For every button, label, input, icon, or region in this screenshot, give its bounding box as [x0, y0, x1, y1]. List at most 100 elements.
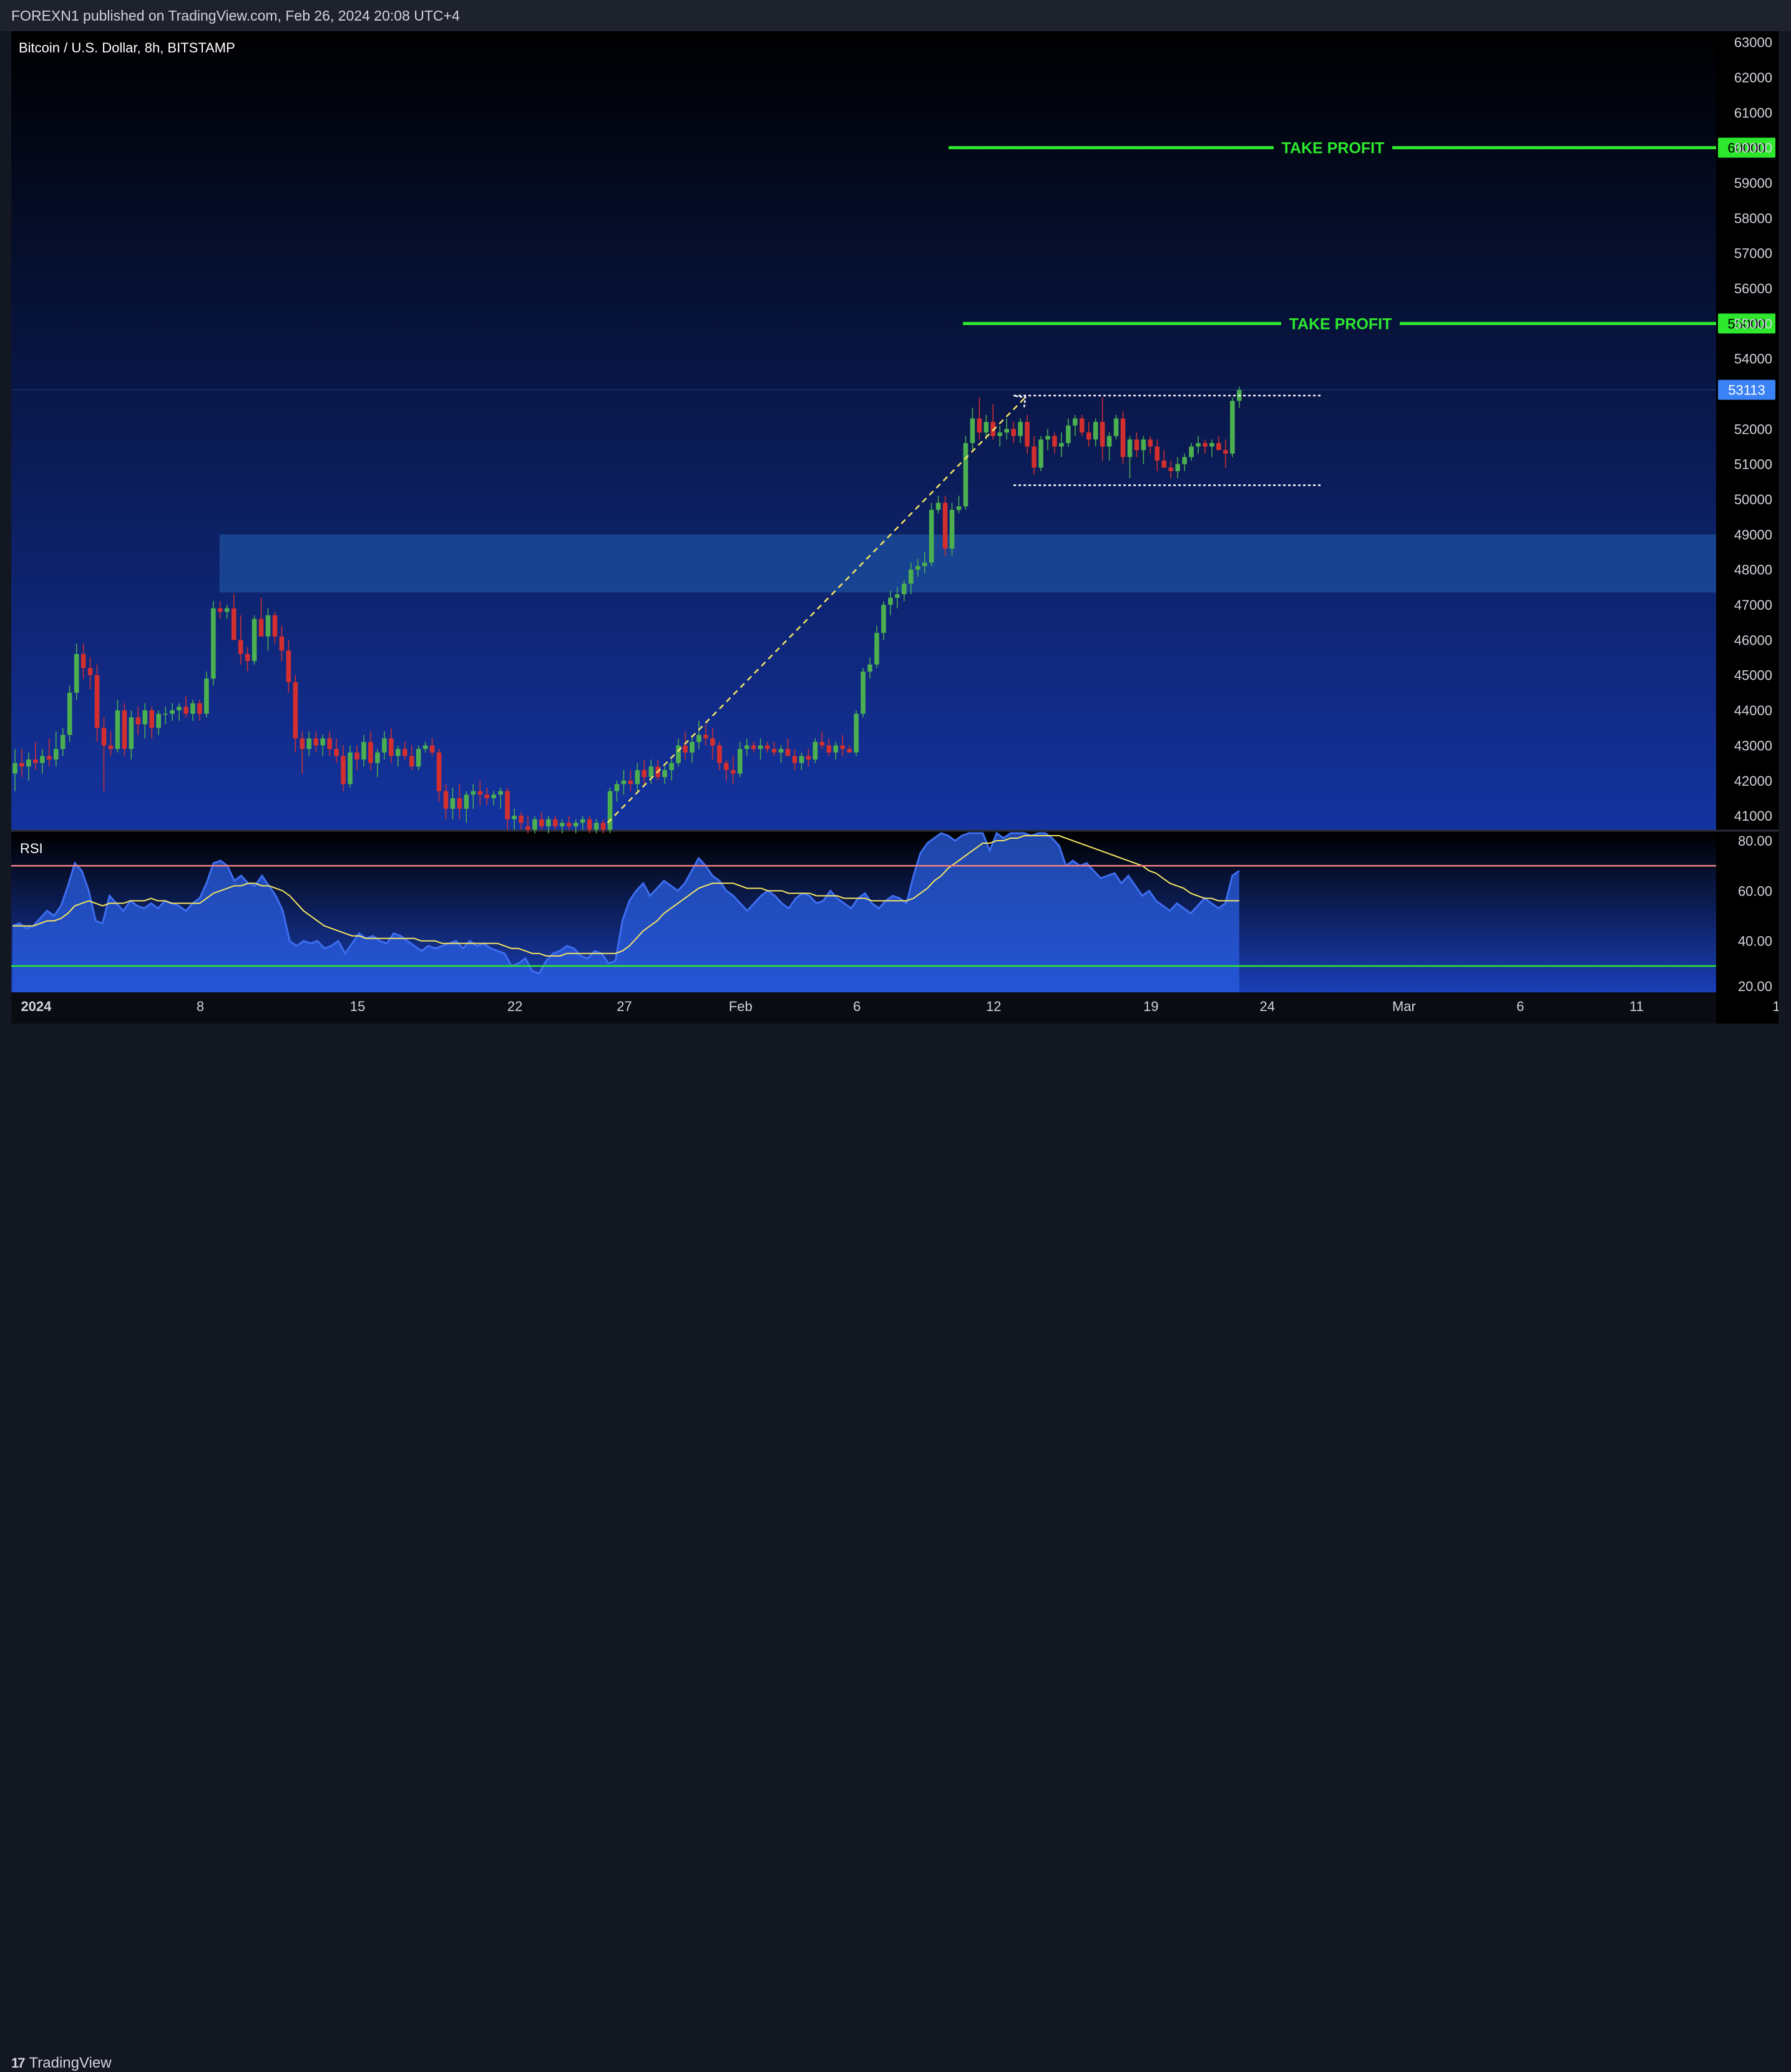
candle-body: [717, 745, 722, 763]
candle-body: [300, 738, 305, 750]
price-tick-label: 42000: [1734, 773, 1772, 789]
candle: [1209, 439, 1214, 457]
time-tick-label: 15: [350, 999, 365, 1014]
candle: [1086, 422, 1091, 447]
candle: [573, 819, 578, 834]
candle-body: [908, 569, 914, 584]
candle-body: [177, 706, 182, 711]
candle-body: [758, 745, 763, 750]
candle-body: [183, 706, 188, 714]
price-tick-label: 43000: [1734, 738, 1772, 753]
candle-body: [1168, 467, 1174, 471]
candle-body: [710, 738, 715, 746]
candle-body: [764, 745, 770, 750]
candle: [1106, 432, 1112, 461]
candle: [231, 594, 237, 640]
candle-body: [1079, 418, 1085, 432]
candle-body: [519, 816, 524, 823]
candle: [1154, 439, 1160, 471]
candle: [963, 436, 969, 510]
candle-body: [785, 749, 791, 756]
candle: [1230, 397, 1235, 457]
price-tick-label: 60000: [1734, 140, 1772, 156]
take-profit-label: TAKE PROFIT: [1282, 140, 1385, 157]
candle: [115, 700, 120, 753]
candle: [819, 731, 825, 750]
candle-body: [956, 506, 962, 510]
candle-body: [539, 819, 544, 826]
candle-body: [354, 752, 359, 760]
candle-body: [1134, 439, 1140, 451]
candle: [532, 816, 537, 834]
candle-body: [477, 791, 483, 795]
candle: [519, 812, 524, 830]
candle-body: [648, 766, 654, 778]
candle: [1127, 436, 1133, 479]
candle-body: [81, 653, 86, 668]
candle-body: [512, 816, 517, 819]
candle-body: [293, 682, 298, 739]
candle-body: [1100, 422, 1105, 447]
candle-body: [402, 749, 407, 756]
candle-body: [389, 738, 394, 756]
candle-body: [703, 735, 708, 739]
take-profit-price-badge: [1718, 137, 1775, 158]
candle-body: [628, 780, 633, 784]
candle: [990, 404, 996, 440]
candle: [293, 675, 298, 753]
candle-body: [101, 728, 107, 746]
candle: [593, 819, 599, 834]
take-profit-label: TAKE PROFIT: [1289, 315, 1392, 333]
take-profit-price-badge: [1718, 313, 1775, 334]
candle-body: [204, 678, 209, 714]
candle-body: [422, 745, 428, 750]
candle-body: [409, 756, 414, 767]
candle: [1120, 411, 1126, 464]
candle-body: [580, 819, 585, 823]
time-tick-label: 24: [1259, 999, 1274, 1014]
candle-body: [1203, 442, 1208, 447]
candle: [724, 759, 729, 781]
candle-body: [525, 826, 530, 830]
candle: [129, 710, 134, 760]
brand-name: TradingView: [29, 2055, 112, 2071]
candle-body: [484, 794, 490, 798]
candle: [1079, 414, 1085, 436]
candle: [861, 668, 866, 718]
candle: [847, 745, 852, 753]
chart-container[interactable]: TAKE PROFIT 60000 TAKE PROFIT 55000 63000 62…: [11, 31, 1779, 1024]
candle-body: [949, 509, 955, 549]
candle: [1148, 436, 1153, 454]
price-tick-label: 55000: [1734, 316, 1772, 331]
candle-body: [532, 819, 537, 830]
chart-title: Bitcoin / U.S. Dollar, 8h, BITSTAMP: [19, 40, 235, 56]
candle-body: [553, 819, 558, 826]
rsi-tick-label: 80.00: [1738, 833, 1772, 849]
candle: [997, 425, 1003, 447]
candle: [149, 706, 154, 739]
tradingview-brand[interactable]: 17 TradingView: [11, 2055, 112, 2072]
time-tick-label: 11: [1629, 999, 1644, 1014]
candle-body: [1073, 418, 1078, 426]
candle-body: [1223, 450, 1228, 454]
candle-body: [642, 770, 647, 778]
candle: [477, 780, 483, 806]
candle-body: [560, 823, 565, 826]
candle-body: [320, 738, 325, 746]
candle: [1059, 432, 1064, 457]
candle: [156, 710, 161, 735]
rsi-line: [12, 831, 1240, 975]
candle: [177, 703, 182, 721]
candle: [265, 608, 271, 651]
candle-body: [690, 741, 695, 753]
price-tick-label: 57000: [1734, 246, 1772, 261]
candle-body: [26, 759, 31, 767]
candle: [628, 770, 633, 791]
candle-body: [902, 584, 907, 595]
candle: [313, 731, 319, 753]
candle: [512, 808, 517, 830]
candle-body: [1032, 446, 1037, 468]
candle: [1018, 418, 1023, 443]
candle-body: [614, 784, 620, 791]
